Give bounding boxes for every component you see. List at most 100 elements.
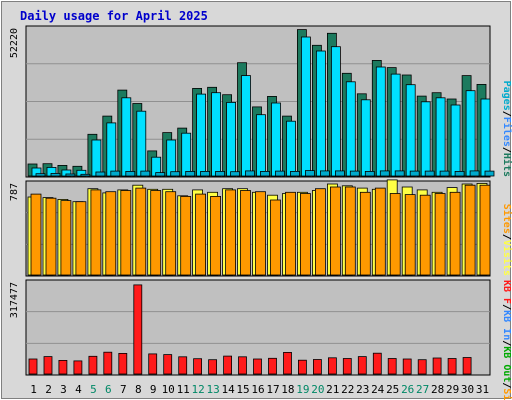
bar-sites-day-20 [314, 188, 326, 276]
bar-sites-day-5 [90, 189, 102, 276]
day-label-15: 15 [236, 383, 249, 396]
bar-pages-day-8 [140, 170, 151, 177]
bar-files-day-31 [480, 98, 491, 177]
day-label-25: 25 [386, 383, 399, 396]
day-label-23: 23 [356, 383, 369, 396]
bar-kb-f-day-16 [253, 358, 262, 375]
bar-sites-day-21 [329, 186, 341, 276]
bar-files-day-7 [121, 97, 132, 177]
bar-pages-day-3 [65, 173, 76, 177]
bar-pages-day-19 [304, 170, 315, 177]
bar-files-day-26 [405, 84, 416, 177]
legend-kb-in: KB In [501, 310, 512, 340]
bar-kb-f-day-12 [193, 358, 203, 375]
bar-kb-f-day-13 [208, 359, 218, 375]
legend--: / [501, 382, 512, 388]
chart-panels: 52220Pages/Files/Hits787Sites/Visits3174… [9, 25, 512, 400]
bar-pages-day-10 [170, 171, 181, 177]
bar-kb-f-day-2 [43, 356, 53, 375]
bar-sites-day-2 [45, 197, 57, 276]
day-label-29: 29 [446, 383, 459, 396]
bar-sites-day-31 [479, 184, 491, 276]
day-label-1: 1 [30, 383, 37, 396]
bar-sites-day-17 [270, 199, 281, 276]
bar-sites-day-4 [75, 201, 87, 276]
bar-kb-f-day-20 [312, 359, 322, 375]
bar-files-day-12 [196, 93, 207, 177]
bar-sites-day-27 [419, 194, 431, 276]
bar-files-day-30 [465, 90, 476, 177]
bar-pages-day-28 [439, 170, 450, 177]
bar-kb-f-day-3 [58, 359, 68, 375]
bar-pages-day-22 [349, 170, 360, 177]
bar-pages-day-2 [50, 172, 61, 177]
bar-sites-day-15 [240, 190, 251, 276]
day-label-2: 2 [45, 383, 52, 396]
day-label-19: 19 [296, 383, 309, 396]
panel-visits-sites: 787 Sites/Visits [9, 179, 512, 277]
day-label-3: 3 [60, 383, 67, 396]
bar-files-day-22 [345, 81, 356, 177]
bar-files-day-20 [315, 50, 326, 177]
legend-visits: Visits [501, 240, 512, 276]
side-legend-text: Sites/Visits [501, 204, 512, 276]
bar-sites-day-7 [120, 190, 132, 276]
bar-kb-f-day-11 [178, 356, 188, 375]
bar-sites-day-22 [344, 186, 356, 276]
bar-pages-day-20 [319, 170, 330, 177]
day-label-8: 8 [135, 383, 142, 396]
legend-hits: Hits [501, 153, 512, 177]
legend--: / [501, 147, 512, 153]
bar-sites-day-1 [30, 193, 42, 276]
bar-kb-f-day-22 [342, 358, 352, 375]
bar-files-day-14 [226, 102, 237, 177]
bar-sites-day-29 [449, 191, 461, 276]
bar-files-day-27 [420, 101, 431, 177]
legend--: / [501, 340, 512, 346]
day-label-30: 30 [461, 383, 474, 396]
bar-pages-day-13 [215, 170, 226, 177]
bar-files-day-13 [211, 92, 222, 177]
bar-pages-day-26 [409, 170, 420, 177]
day-label-18: 18 [281, 383, 294, 396]
day-label-27: 27 [416, 383, 429, 396]
bar-sites-day-12 [195, 193, 207, 276]
chart-title: Daily usage for April 2025 [20, 9, 208, 23]
y-max-label: 787 [9, 183, 20, 201]
day-label-9: 9 [150, 383, 157, 396]
bar-pages-day-17 [275, 170, 285, 177]
bar-kb-f-day-4 [73, 360, 83, 375]
day-label-17: 17 [266, 383, 279, 396]
day-label-12: 12 [191, 383, 204, 396]
bar-files-day-18 [286, 120, 296, 177]
bar-sites-day-23 [359, 191, 371, 276]
bar-files-day-17 [271, 102, 281, 177]
day-label-13: 13 [206, 383, 219, 396]
day-label-31: 31 [476, 383, 489, 396]
day-label-22: 22 [341, 383, 354, 396]
day-label-6: 6 [105, 383, 112, 396]
bar-files-day-5 [91, 139, 102, 177]
day-label-26: 26 [401, 383, 414, 396]
y-max-label: 52220 [9, 28, 20, 58]
bar-files-day-16 [256, 114, 266, 177]
bar-kb-f-day-14 [223, 355, 233, 375]
bar-pages-day-9 [155, 172, 166, 177]
bar-kb-f-day-19 [297, 359, 307, 375]
bar-files-day-15 [241, 75, 251, 177]
legend--: / [501, 304, 512, 310]
bar-kb-f-day-15 [238, 356, 247, 375]
bar-pages-day-14 [230, 171, 241, 177]
bar-files-day-21 [330, 46, 341, 177]
bar-sites-day-13 [210, 195, 222, 276]
bar-sites-day-6 [105, 191, 117, 276]
day-label-16: 16 [251, 383, 264, 396]
bar-pages-day-11 [185, 170, 196, 177]
bar-files-day-11 [181, 132, 192, 177]
bar-files-day-29 [450, 104, 461, 177]
bar-pages-day-5 [95, 171, 106, 177]
legend-kb-out: KB Out [501, 346, 512, 382]
